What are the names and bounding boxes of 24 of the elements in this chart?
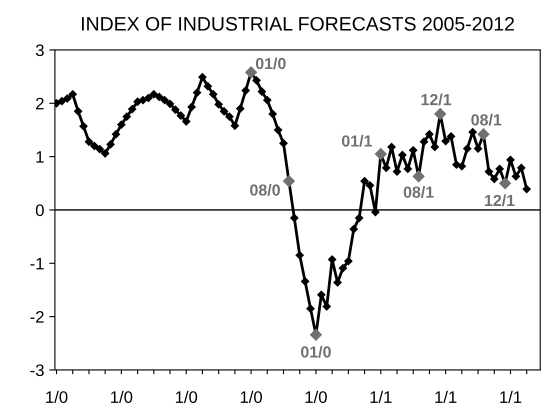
- x-tick-label: 1/1: [370, 390, 392, 403]
- x-tick-label: 1/0: [176, 390, 198, 403]
- annotation: 12/1: [484, 194, 515, 206]
- annotation: 01/0: [256, 57, 286, 70]
- annotation: 01/0: [301, 346, 331, 358]
- annotation: 08/1: [404, 186, 434, 198]
- x-tick-label: 1/1: [500, 390, 522, 403]
- x-tick-label: 1/0: [111, 390, 132, 403]
- x-tick-label: 1/0: [306, 390, 327, 403]
- annotation: 08/0: [250, 184, 280, 196]
- chart-title: INDEX OF INDUSTRIAL FORECASTS 2005-2012: [82, 16, 514, 31]
- y-tick-label: -2: [30, 311, 44, 323]
- y-tick-label: 2: [36, 98, 44, 110]
- x-tick-label: 1/0: [240, 390, 262, 403]
- annotation: 08/1: [471, 114, 502, 126]
- y-tick-label: -1: [30, 258, 44, 270]
- x-tick-label: 1/1: [435, 390, 456, 403]
- y-tick-label: -3: [30, 364, 44, 376]
- y-tick-label: 3: [36, 44, 44, 56]
- annotation: 12/1: [422, 94, 452, 106]
- x-tick-label: 1/0: [46, 390, 68, 403]
- y-tick-label: 0: [36, 204, 44, 216]
- annotation: 01/1: [342, 134, 372, 147]
- y-tick-label: 1: [36, 151, 44, 163]
